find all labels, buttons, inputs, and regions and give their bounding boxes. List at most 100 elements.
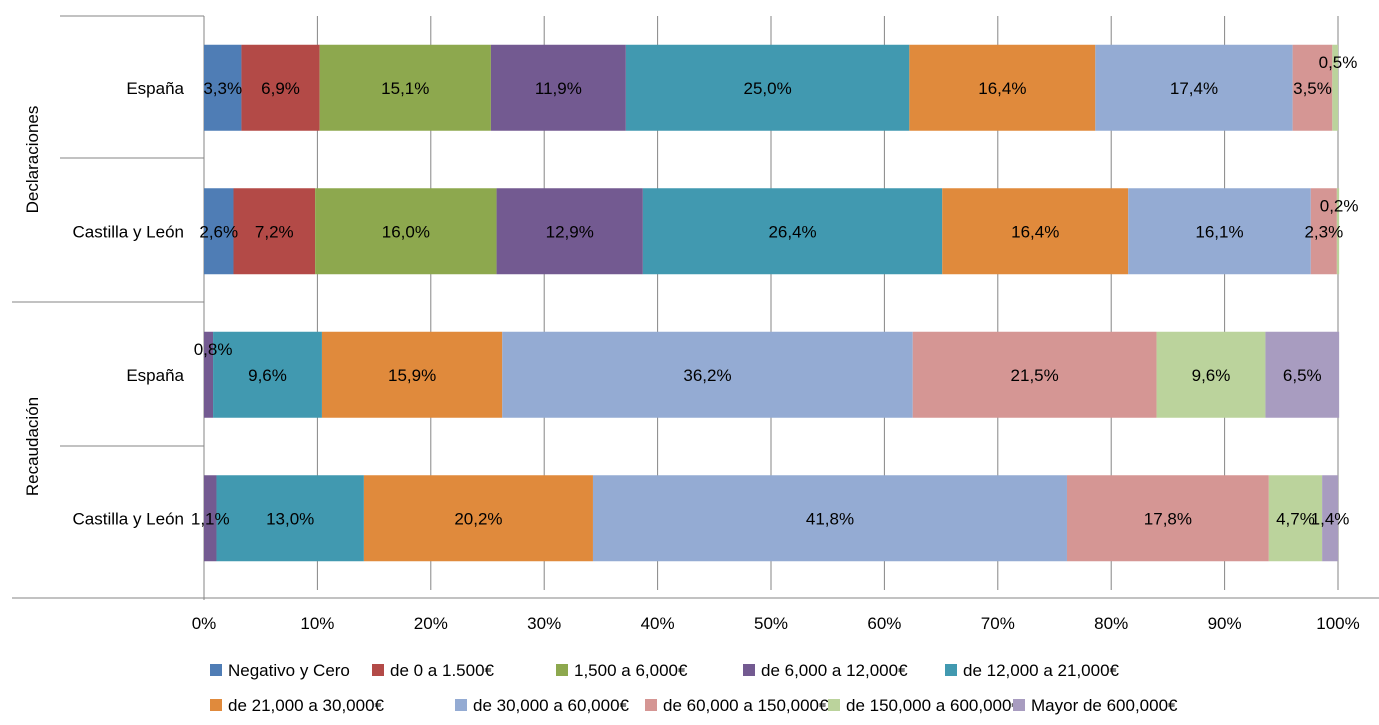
legend-label: de 0 a 1.500€ (390, 661, 495, 680)
data-label: 6,5% (1283, 366, 1322, 385)
legend-swatch (455, 699, 467, 711)
category-labels: España Castilla y León España Castilla y Le… (72, 79, 184, 529)
bar-segment (204, 188, 234, 275)
legend-swatch (743, 664, 755, 676)
legend-label: de 150,000 a 600,000€ (846, 696, 1021, 715)
bar-segment (1322, 475, 1338, 562)
data-label: 12,9% (546, 222, 594, 241)
data-label: 36,2% (683, 366, 731, 385)
group-label: Recaudación (23, 397, 42, 496)
data-label: 17,8% (1144, 509, 1192, 528)
x-tick-label: 100% (1316, 614, 1359, 633)
bar-segment (315, 188, 497, 275)
data-label: 0,8% (194, 340, 233, 359)
data-label: 3,5% (1293, 79, 1332, 98)
category-label: Castilla y León (72, 222, 184, 241)
bar-segment (1156, 331, 1266, 418)
x-tick-label: 30% (527, 614, 561, 633)
bar-segment (241, 44, 320, 131)
bar-segment (912, 331, 1157, 418)
data-label: 41,8% (806, 509, 854, 528)
x-tick-label: 40% (641, 614, 675, 633)
data-label: 1,4% (1311, 509, 1350, 528)
bar-segment (1095, 44, 1293, 131)
legend-swatch (828, 699, 840, 711)
x-tick-label: 70% (981, 614, 1015, 633)
x-tick-label: 80% (1094, 614, 1128, 633)
group-labels: Declaraciones Recaudación (23, 106, 42, 496)
legend-swatch (210, 699, 222, 711)
x-tick-label: 90% (1208, 614, 1242, 633)
bar-segment (1128, 188, 1311, 275)
bar-segment (321, 331, 503, 418)
legend-label: Negativo y Cero (228, 661, 350, 680)
legend-label: de 21,000 a 30,000€ (228, 696, 385, 715)
bar-segment (1292, 44, 1333, 131)
data-label: 13,0% (266, 509, 314, 528)
data-label: 15,9% (388, 366, 436, 385)
data-label: 3,3% (203, 79, 242, 98)
data-label: 7,2% (255, 222, 294, 241)
bar-segment (625, 44, 910, 131)
bar-segment (490, 44, 626, 131)
data-label: 6,9% (261, 79, 300, 98)
legend-swatch (1013, 699, 1025, 711)
bar-segment (204, 331, 214, 418)
x-tick-label: 0% (192, 614, 217, 633)
data-label: 17,4% (1170, 79, 1218, 98)
bar-segment (363, 475, 593, 562)
x-tick-label: 10% (300, 614, 334, 633)
data-label: 1,1% (191, 509, 230, 528)
bar-segment (942, 188, 1129, 275)
bar-segment (496, 188, 643, 275)
legend-label: de 6,000 a 12,000€ (761, 661, 908, 680)
data-label: 16,1% (1195, 222, 1243, 241)
legend-swatch (945, 664, 957, 676)
bar-segment (1265, 331, 1340, 418)
legend: Negativo y Cero de 0 a 1.500€ 1,500 a 6,00… (210, 661, 1178, 715)
data-label: 25,0% (743, 79, 791, 98)
data-label: 4,7% (1276, 509, 1315, 528)
bar-segment (502, 331, 913, 418)
x-tick-label: 50% (754, 614, 788, 633)
bar-segment (204, 44, 242, 131)
bar-segment (216, 475, 364, 562)
data-label: 15,1% (381, 79, 429, 98)
data-label: 16,4% (978, 79, 1026, 98)
legend-swatch (645, 699, 657, 711)
x-tick-labels: 0% 10% 20% 30% 40% 50% 60% 70% 80% 90% 100% (192, 614, 1360, 633)
data-label: 0,5% (1319, 53, 1358, 72)
group-label: Declaraciones (23, 106, 42, 214)
bar-segment (233, 188, 316, 275)
category-label: España (126, 366, 184, 385)
bar-segment (1336, 188, 1340, 275)
category-label: España (126, 79, 184, 98)
legend-label: 1,500 a 6,000€ (574, 661, 688, 680)
data-label: 9,6% (248, 366, 287, 385)
category-label: Castilla y León (72, 509, 184, 528)
data-label: 0,2% (1320, 196, 1359, 215)
bar-segment (1310, 188, 1337, 275)
bar-segment (909, 44, 1096, 131)
bar-segment (1066, 475, 1269, 562)
bar-segment (1268, 475, 1323, 562)
data-label: 20,2% (454, 509, 502, 528)
bars (204, 44, 1340, 562)
bar-segment (592, 475, 1067, 562)
x-tick-label: 60% (867, 614, 901, 633)
legend-label: de 12,000 a 21,000€ (963, 661, 1120, 680)
data-label: 11,9% (535, 79, 582, 98)
bar-segment (1332, 44, 1338, 131)
bar-segment (213, 331, 322, 418)
data-label: 2,6% (199, 222, 238, 241)
x-tick-label: 20% (414, 614, 448, 633)
data-label: 21,5% (1011, 366, 1059, 385)
legend-swatch (210, 664, 222, 676)
legend-swatch (372, 664, 384, 676)
data-label: 16,4% (1011, 222, 1059, 241)
bar-segment (204, 475, 217, 562)
legend-label: de 60,000 a 150,000€ (663, 696, 829, 715)
data-label: 26,4% (768, 222, 816, 241)
bar-segment (319, 44, 491, 131)
